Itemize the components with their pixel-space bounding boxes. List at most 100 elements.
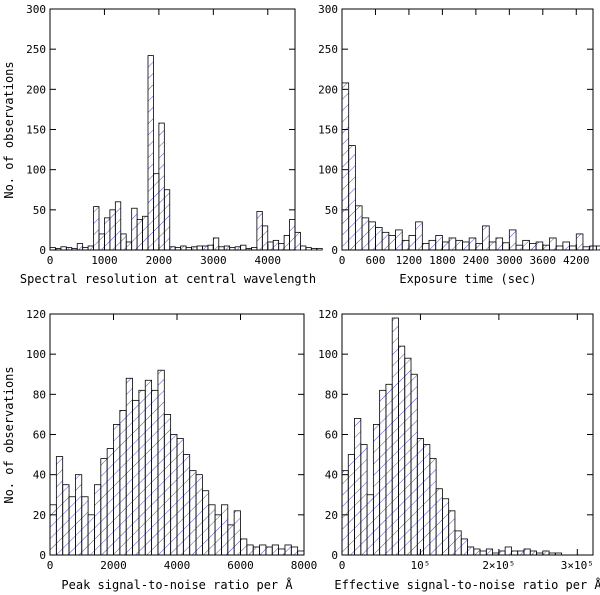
y-tick-label: 60: [33, 429, 46, 442]
histogram-bar: [562, 241, 570, 251]
histogram-bar: [87, 514, 95, 556]
histogram-bar: [542, 550, 550, 556]
histogram-bar: [246, 544, 254, 556]
histogram-bar: [368, 221, 376, 251]
histogram-bar: [300, 245, 307, 251]
histogram-bar: [435, 235, 443, 251]
histogram-bar: [423, 444, 431, 556]
axis-ticks: 0 2000 4000 6000 8000 0 20 40 60 80 100 120: [26, 308, 317, 572]
histogram-bar: [142, 215, 149, 251]
panel-spectral-resolution: 0 1000 2000 3000 4000 0 50 100 150 200 250 300 Spec…: [2, 3, 323, 286]
histogram-bar: [98, 233, 105, 251]
x-tick-label: 1200: [396, 254, 423, 267]
y-tick-label: 80: [325, 388, 338, 401]
histogram-bar: [261, 225, 269, 251]
histogram-bar: [485, 548, 494, 556]
histogram-bar: [214, 514, 222, 556]
histogram-bar: [75, 474, 83, 556]
y-tick-label: 120: [318, 308, 338, 321]
histogram-bar: [109, 209, 116, 251]
histogram-bar: [555, 245, 564, 251]
histogram-bar: [125, 241, 133, 251]
x-tick-label: 2400: [463, 254, 490, 267]
histogram-bar: [375, 227, 383, 251]
histogram-bar: [278, 243, 285, 251]
y-tick-label: 120: [26, 308, 46, 321]
histogram-bar: [163, 414, 172, 556]
histogram-bar: [542, 244, 550, 251]
x-axis-label: Peak signal-to-noise ratio per Å: [61, 577, 293, 592]
histogram-bar: [535, 241, 544, 251]
x-tick-label: 3000: [496, 254, 523, 267]
x-tick-label: 4000: [164, 559, 191, 572]
histogram-bar: [488, 241, 497, 251]
histogram-bar: [114, 201, 122, 251]
y-tick-label: 250: [26, 43, 46, 56]
histogram-bar: [473, 548, 481, 556]
histogram-bar: [360, 444, 368, 556]
histogram-bar: [176, 438, 184, 556]
x-tick-label: 0: [339, 559, 346, 572]
x-tick-label: 2×10⁵: [482, 559, 515, 572]
histogram-bar: [151, 389, 159, 556]
x-tick-label: 2000: [100, 559, 127, 572]
x-axis-label: Effective signal-to-noise ratio per Å: [334, 577, 600, 592]
histogram-bar: [475, 243, 483, 251]
x-axis-label: Spectral resolution at central wavelengt…: [20, 272, 316, 286]
histogram-bar: [182, 454, 191, 556]
histogram-bar: [395, 229, 403, 251]
histogram-bar: [448, 510, 456, 556]
y-tick-label: 300: [318, 3, 338, 16]
histogram-bar: [515, 244, 524, 251]
histogram-bar: [195, 474, 203, 556]
y-tick-label: 50: [325, 204, 338, 217]
histogram-bar: [429, 458, 437, 556]
x-tick-label: 3×10⁵: [561, 559, 594, 572]
histogram-bar: [113, 424, 121, 556]
histogram-bar: [157, 369, 165, 556]
histogram-bar: [81, 496, 89, 556]
histogram-bar: [265, 546, 273, 556]
y-tick-label: 20: [325, 509, 338, 522]
histogram-bar: [153, 173, 160, 251]
histogram-bar: [305, 247, 312, 251]
axis-ticks: 0 1000 2000 3000 4000 0 50 100 150 200 250 300: [26, 3, 295, 267]
histogram-bar: [256, 211, 263, 251]
x-tick-label: 10⁵: [411, 559, 431, 572]
histogram-bar: [575, 233, 584, 251]
y-tick-label: 100: [26, 164, 46, 177]
histogram-bar: [398, 345, 406, 556]
histogram-bar: [55, 456, 64, 556]
histogram-bar: [136, 219, 143, 251]
y-tick-label: 0: [39, 549, 46, 562]
histogram-bar: [366, 494, 374, 556]
histogram-bar: [294, 231, 301, 251]
x-axis-label: Exposure time (sec): [399, 272, 536, 286]
x-tick-label: 3600: [530, 254, 557, 267]
y-tick-label: 200: [26, 83, 46, 96]
y-tick-label: 250: [318, 43, 338, 56]
y-tick-label: 100: [26, 348, 46, 361]
histogram-bars: [341, 317, 563, 556]
histogram-bar: [523, 548, 531, 556]
histogram-bar: [454, 530, 462, 556]
histogram-bar: [202, 245, 209, 251]
y-axis-label: No. of observations: [2, 366, 16, 503]
y-tick-label: 200: [318, 83, 338, 96]
x-tick-label: 0: [47, 254, 54, 267]
histogram-bar: [208, 504, 216, 556]
y-tick-label: 100: [318, 164, 338, 177]
histogram-bar: [467, 546, 475, 556]
histogram-bar: [435, 488, 443, 556]
histogram-bar: [104, 217, 111, 251]
histogram-bar: [482, 225, 490, 251]
histogram-bar: [421, 243, 430, 251]
histogram-bar: [223, 245, 231, 251]
histogram-bar: [284, 544, 292, 556]
histogram-bar: [441, 498, 450, 556]
histogram-bar: [189, 470, 197, 556]
histogram-bar: [401, 239, 410, 251]
histogram-bar: [549, 237, 557, 251]
histogram-bar: [361, 217, 370, 251]
histogram-bar: [240, 244, 247, 251]
